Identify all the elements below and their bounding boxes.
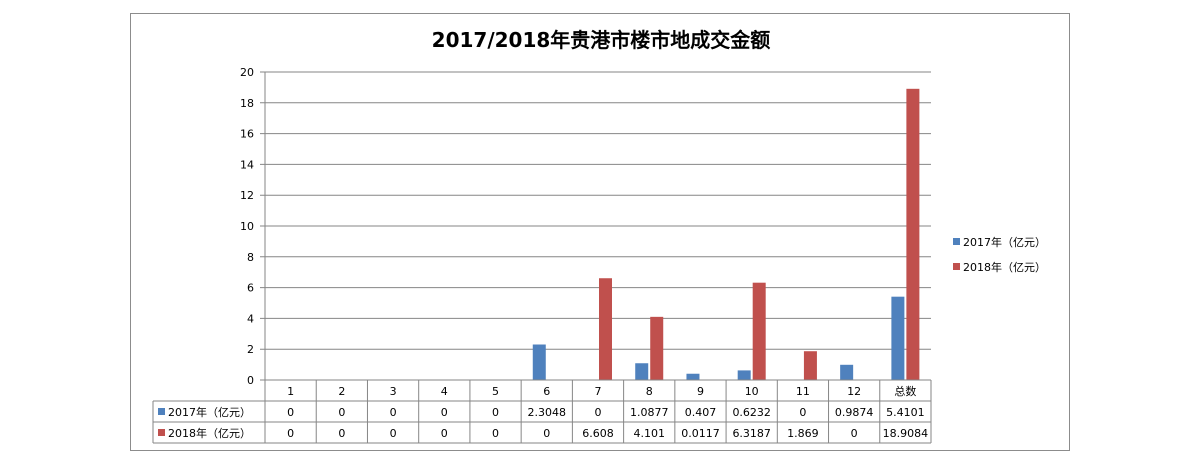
y-tick-label: 4 (247, 312, 254, 325)
data-label: 0 (543, 427, 550, 440)
category-label: 9 (697, 385, 704, 398)
category-label: 5 (492, 385, 499, 398)
data-label: 6.608 (582, 427, 614, 440)
data-label: 0 (390, 406, 397, 419)
data-label: 0 (390, 427, 397, 440)
data-label: 5.4101 (886, 406, 925, 419)
data-label: 0 (338, 406, 345, 419)
data-label: 0.6232 (732, 406, 771, 419)
data-label: 0.407 (685, 406, 717, 419)
bar-series1 (840, 364, 854, 380)
data-label: 0 (287, 406, 294, 419)
category-label: 11 (796, 385, 810, 398)
chart-frame: 2017/2018年贵港市楼市地成交金额 0 2 4 6 8 10 12 14 16 18 20 1… (130, 13, 1070, 451)
chart-title: 2017/2018年贵港市楼市地成交金额 (432, 28, 771, 52)
data-label: 0 (287, 427, 294, 440)
bar-series2 (599, 278, 612, 380)
category-label: 2 (338, 385, 345, 398)
data-label: 1.0877 (630, 406, 669, 419)
table-series-name: 2018年（亿元） (168, 426, 251, 440)
bar-series2 (650, 316, 664, 380)
legend: 2017年（亿元） 2018年（亿元） (953, 235, 1046, 274)
category-label: 4 (441, 385, 448, 398)
table-series-name: 2017年（亿元） (168, 405, 251, 419)
data-label: 0 (492, 406, 499, 419)
data-label: 0 (799, 406, 806, 419)
category-label: 12 (847, 385, 861, 398)
legend-key (953, 238, 960, 245)
data-label: 18.9084 (883, 427, 929, 440)
bar-series1 (635, 363, 649, 380)
data-label: 0 (595, 406, 602, 419)
data-label: 2.3048 (528, 406, 567, 419)
category-label: 3 (390, 385, 397, 398)
y-tick-label: 12 (240, 189, 254, 202)
data-label: 1.869 (787, 427, 819, 440)
category-label: 7 (595, 385, 602, 398)
category-label: 8 (646, 385, 653, 398)
y-tick-label: 2 (247, 343, 254, 356)
y-tick-label: 0 (247, 374, 254, 387)
bars (532, 88, 920, 380)
legend-label: 2018年（亿元） (963, 260, 1046, 274)
category-label: 6 (543, 385, 550, 398)
y-tick-label: 6 (247, 282, 254, 295)
data-label: 0.9874 (835, 406, 874, 419)
y-tick-label: 20 (240, 66, 254, 79)
legend-key (953, 263, 960, 270)
category-label: 总数 (894, 384, 916, 398)
y-tick-label: 8 (247, 251, 254, 264)
data-label: 0 (338, 427, 345, 440)
data-label: 0 (441, 427, 448, 440)
gridlines (260, 71, 931, 381)
data-label: 6.3187 (732, 427, 771, 440)
data-label: 0 (441, 406, 448, 419)
y-axis: 0 2 4 6 8 10 12 14 16 18 20 (240, 66, 266, 387)
y-tick-label: 14 (240, 158, 254, 171)
y-tick-label: 10 (240, 220, 254, 233)
legend-label: 2017年（亿元） (963, 235, 1046, 249)
bar-series2 (752, 282, 766, 380)
data-label: 0 (851, 427, 858, 440)
y-tick-label: 18 (240, 97, 254, 110)
y-tick-label: 16 (240, 128, 254, 141)
bar-series2 (803, 351, 817, 380)
data-label: 0.0117 (681, 427, 720, 440)
table-legend-key (158, 429, 165, 436)
bar-series1 (532, 344, 546, 380)
data-label: 0 (492, 427, 499, 440)
bar-series2 (906, 88, 920, 380)
bar-series1 (891, 296, 905, 380)
bar-series1 (686, 373, 700, 380)
data-label: 4.101 (633, 427, 665, 440)
bar-series1 (737, 370, 751, 380)
table-legend-key (158, 408, 165, 415)
category-label: 10 (745, 385, 759, 398)
category-label: 1 (287, 385, 294, 398)
